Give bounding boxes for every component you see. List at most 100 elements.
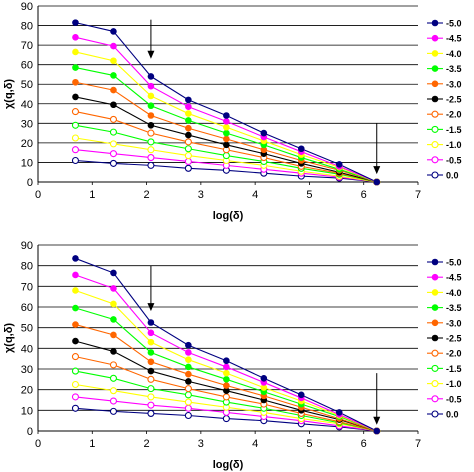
- data-point: [184, 152, 192, 160]
- legend-marker: [431, 34, 439, 42]
- data-point: [185, 363, 192, 371]
- data-point: [223, 357, 230, 365]
- x-tick-label: 2: [144, 189, 150, 201]
- data-point: [185, 341, 192, 349]
- legend-label: -5.0: [446, 19, 462, 29]
- legend-marker: [431, 258, 439, 266]
- data-point: [110, 269, 117, 277]
- x-tick-label: 7: [415, 438, 421, 450]
- x-tick-label: 4: [252, 189, 258, 201]
- data-point: [184, 391, 192, 399]
- data-point: [72, 78, 79, 86]
- data-point: [184, 157, 192, 166]
- chart-panel-1: 0 10 20 30 40 50 60 70 80 90 0 1 2 3 4 5 6 7 log(δ) χ(q,δ) -…: [3, 1, 462, 222]
- data-point: [72, 64, 79, 71]
- data-point: [71, 146, 80, 154]
- x-tick-label: 6: [361, 189, 367, 201]
- legend-label: -4.5: [446, 34, 462, 44]
- x-tick-label: 0: [35, 189, 41, 201]
- legend-marker: [431, 171, 439, 179]
- x-tick-label: 1: [89, 438, 95, 450]
- legend-label: -4.5: [446, 273, 462, 283]
- data-point: [147, 349, 155, 356]
- data-point: [147, 146, 155, 154]
- y-tick-label: 70: [21, 281, 33, 293]
- y-tick-label: 30: [21, 118, 33, 130]
- y-axis-label: χ(q,δ): [3, 323, 15, 353]
- x-axis-label: log(δ): [213, 459, 244, 471]
- legend-label: -2.5: [446, 334, 462, 344]
- legend-marker: [431, 364, 439, 372]
- arrow-head: [147, 50, 155, 59]
- y-tick-label: 90: [21, 240, 33, 252]
- data-point: [147, 319, 155, 326]
- legend-label: -2.0: [446, 349, 462, 359]
- data-point: [71, 404, 80, 412]
- data-point: [185, 349, 192, 356]
- data-point: [184, 411, 192, 420]
- legend-marker: [431, 141, 439, 149]
- data-point: [147, 393, 155, 401]
- data-point: [147, 138, 155, 146]
- data-point: [147, 82, 155, 90]
- data-point: [185, 117, 192, 124]
- data-point: [110, 101, 117, 109]
- legend-label: -3.5: [446, 303, 462, 313]
- legend-label: -1.0: [446, 379, 462, 389]
- data-point: [147, 375, 155, 383]
- legend-marker: [431, 50, 439, 57]
- data-point: [109, 128, 118, 136]
- data-point: [147, 121, 155, 129]
- data-point: [147, 358, 155, 366]
- data-point: [72, 287, 79, 294]
- data-point: [109, 150, 118, 158]
- data-point: [147, 409, 155, 417]
- legend-label: 0.0: [446, 171, 459, 181]
- data-point: [110, 348, 117, 355]
- data-point: [223, 118, 230, 125]
- data-point: [110, 300, 117, 308]
- data-point: [72, 321, 79, 328]
- legend-label: -2.5: [446, 95, 462, 105]
- data-point: [109, 115, 118, 123]
- legend-marker: [431, 156, 439, 164]
- data-point: [184, 145, 192, 153]
- data-point: [260, 129, 268, 137]
- y-tick-label: 40: [21, 99, 33, 111]
- data-point: [373, 427, 381, 435]
- x-tick-label: 5: [306, 189, 312, 201]
- y-tick-label: 80: [21, 261, 33, 273]
- x-axis-label: log(δ): [213, 210, 244, 222]
- data-point: [184, 164, 192, 172]
- data-point: [147, 154, 155, 162]
- legend-label: -4.0: [446, 49, 462, 59]
- y-tick-label: 30: [21, 364, 33, 376]
- data-point: [335, 409, 343, 416]
- legend-marker: [431, 289, 439, 296]
- data-point: [72, 19, 79, 26]
- data-point: [71, 108, 80, 116]
- data-point: [72, 271, 79, 279]
- y-tick-label: 40: [21, 343, 33, 355]
- y-tick-label: 50: [21, 79, 33, 91]
- data-point: [110, 86, 117, 94]
- legend-label: -0.5: [446, 155, 462, 165]
- data-point: [110, 57, 117, 65]
- data-point: [110, 316, 117, 323]
- legend-marker: [431, 125, 439, 133]
- data-point: [185, 378, 192, 385]
- legend-label: 0.0: [446, 410, 459, 420]
- data-point: [110, 72, 117, 79]
- data-point: [184, 398, 192, 406]
- data-point: [185, 103, 192, 111]
- y-tick-label: 20: [21, 138, 33, 150]
- y-tick-label: 90: [21, 1, 33, 13]
- data-point: [147, 129, 155, 137]
- x-tick-label: 7: [415, 189, 421, 201]
- data-point: [109, 361, 118, 369]
- data-point: [147, 92, 155, 100]
- legend-marker: [431, 19, 439, 27]
- data-point: [71, 353, 80, 361]
- data-point: [223, 112, 230, 119]
